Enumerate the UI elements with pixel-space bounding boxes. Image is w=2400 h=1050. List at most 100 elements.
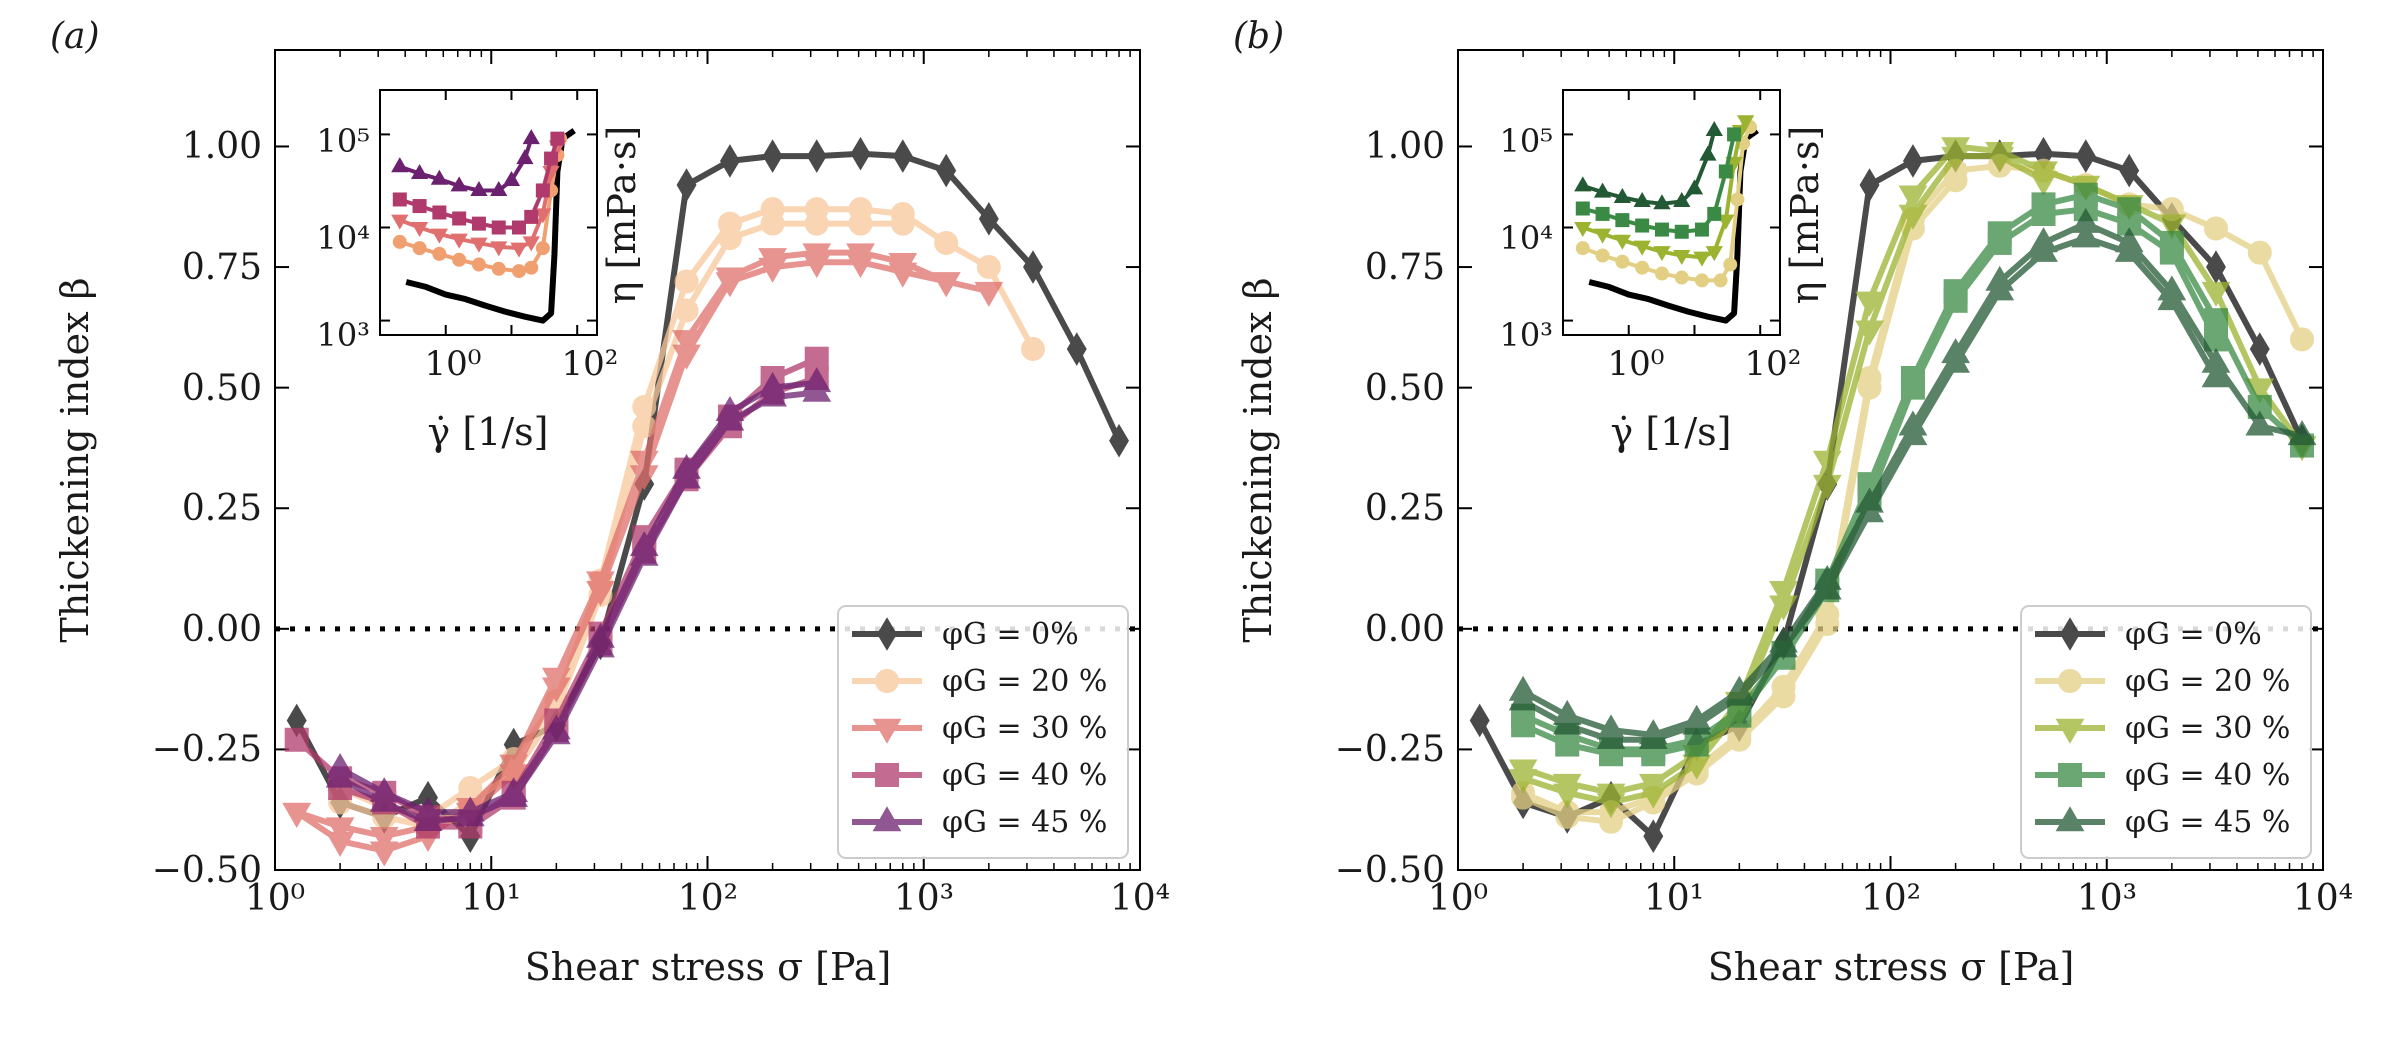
panel-b: (b) 10⁰ 10¹ 10² 10³ 10⁴ −0.50 −0.25 0.00… <box>1233 16 2353 989</box>
inset-data-point <box>432 246 447 261</box>
y-tick-label: 0.00 <box>182 609 262 650</box>
x-tick-label: 10¹ <box>461 878 521 919</box>
data-point <box>2071 222 2101 248</box>
legend-items-a: φG = 0% φG = 20 % φG = 30 % φG = 40 % φG = 4… <box>852 617 1107 840</box>
data-point <box>1985 275 2015 301</box>
data-point <box>2287 420 2317 446</box>
series-line <box>295 259 947 840</box>
data-point <box>719 144 740 178</box>
data-point <box>848 211 873 236</box>
data-point <box>672 344 701 370</box>
legend-label: φG = 45 % <box>2125 805 2290 840</box>
data-point <box>715 396 745 422</box>
inset-x-tick-label: 10² <box>1745 344 1802 384</box>
data-point <box>1109 423 1130 458</box>
inset-series-1 <box>1575 120 1758 288</box>
inset-data-point <box>1699 145 1717 161</box>
data-point <box>325 752 355 778</box>
data-point <box>762 139 783 173</box>
inset-data-point <box>392 192 407 207</box>
inset-data-point <box>1635 218 1650 233</box>
inset-data-point <box>516 149 534 165</box>
data-point <box>1508 769 1538 795</box>
data-point <box>758 257 787 283</box>
legend-entry <box>2035 806 2105 832</box>
axis-ticks-a <box>274 50 1141 871</box>
legend-marker <box>877 617 897 651</box>
inset-series-3 <box>392 131 565 235</box>
panel-a: (a) 10⁰ 10¹ 10² 10³ 10⁴ −0.50 −0.25 0.00… <box>50 16 1170 989</box>
data-point <box>934 230 959 255</box>
inset-data-point <box>452 252 467 267</box>
inset-data-point <box>1593 228 1612 244</box>
inset-ticks-b <box>1562 90 1780 335</box>
legend-marker <box>2055 718 2085 744</box>
inset-data-point <box>511 264 526 279</box>
data-point <box>676 168 697 202</box>
legend-marker <box>2055 806 2085 832</box>
x-tick-label: 10⁰ <box>1428 878 1488 919</box>
data-point <box>2245 410 2275 436</box>
inset-data-point <box>391 214 409 230</box>
data-point <box>586 622 615 648</box>
inset-data-point <box>452 211 467 226</box>
data-point <box>1727 703 1752 728</box>
inset-data-point <box>511 220 526 235</box>
data-point <box>586 580 615 606</box>
inset-data-point <box>491 261 506 276</box>
data-point <box>931 272 961 298</box>
inset-data-point <box>1685 179 1704 195</box>
data-point <box>890 211 915 236</box>
data-point <box>846 252 875 278</box>
inset-data-point <box>432 205 447 220</box>
inset-data-point <box>1574 176 1592 192</box>
x-tick-label: 10² <box>1861 878 1921 919</box>
data-point <box>369 777 399 803</box>
legend-label: φG = 20 % <box>2125 664 2290 699</box>
data-point <box>2157 214 2187 240</box>
data-point <box>2201 281 2231 307</box>
data-point <box>974 281 1004 307</box>
inset-data-point <box>1633 240 1651 256</box>
inset-data-point <box>490 180 508 196</box>
inset-data-point <box>1736 115 1755 131</box>
data-point <box>806 139 827 173</box>
inset-data-point <box>1727 127 1742 142</box>
data-point <box>1941 347 1970 373</box>
inset-data-point <box>1593 182 1612 198</box>
inset-series-group-a <box>391 128 576 324</box>
inset-x-axis-title-a: γ̇ [1/s] <box>428 410 549 454</box>
legend-marker <box>875 669 899 693</box>
data-point <box>1066 332 1087 366</box>
inset-data-point <box>1613 234 1631 250</box>
data-point <box>1023 250 1043 284</box>
data-point <box>1855 291 1884 317</box>
legend-items-b: φG = 0% φG = 20 % φG = 30 % φG = 40 % φG = 4… <box>2035 617 2290 840</box>
inset-x-tick-label: 10⁰ <box>425 344 482 384</box>
y-tick-label: 0.25 <box>1365 488 1445 529</box>
inset-data-point <box>535 241 550 256</box>
inset-data-point <box>392 234 407 249</box>
inset-data-point <box>1673 192 1691 208</box>
inset-data-point <box>1635 260 1650 275</box>
data-point <box>1941 146 1970 172</box>
inset-data-point <box>1705 121 1723 137</box>
inset-data-point <box>1730 192 1745 207</box>
inset-data-point <box>535 183 550 198</box>
x-tick-labels-a: 10⁰ 10¹ 10² 10³ 10⁴ <box>245 878 1170 919</box>
data-point <box>2029 236 2058 262</box>
legend-entry <box>852 617 922 651</box>
data-point <box>850 136 871 171</box>
data-point <box>499 777 529 803</box>
x-tick-label: 10⁴ <box>2293 878 2353 919</box>
inset-x-tick-label: 10² <box>562 344 619 384</box>
data-point <box>369 826 399 852</box>
x-tick-label: 10¹ <box>1644 878 1704 919</box>
inset-data-point <box>510 242 528 258</box>
y-tick-label: 1.00 <box>182 126 262 167</box>
inset-data-point <box>1723 257 1738 272</box>
y-tick-label: −0.25 <box>1335 729 1445 770</box>
inset-data-point <box>412 241 427 256</box>
inset-data-point <box>1633 192 1651 208</box>
